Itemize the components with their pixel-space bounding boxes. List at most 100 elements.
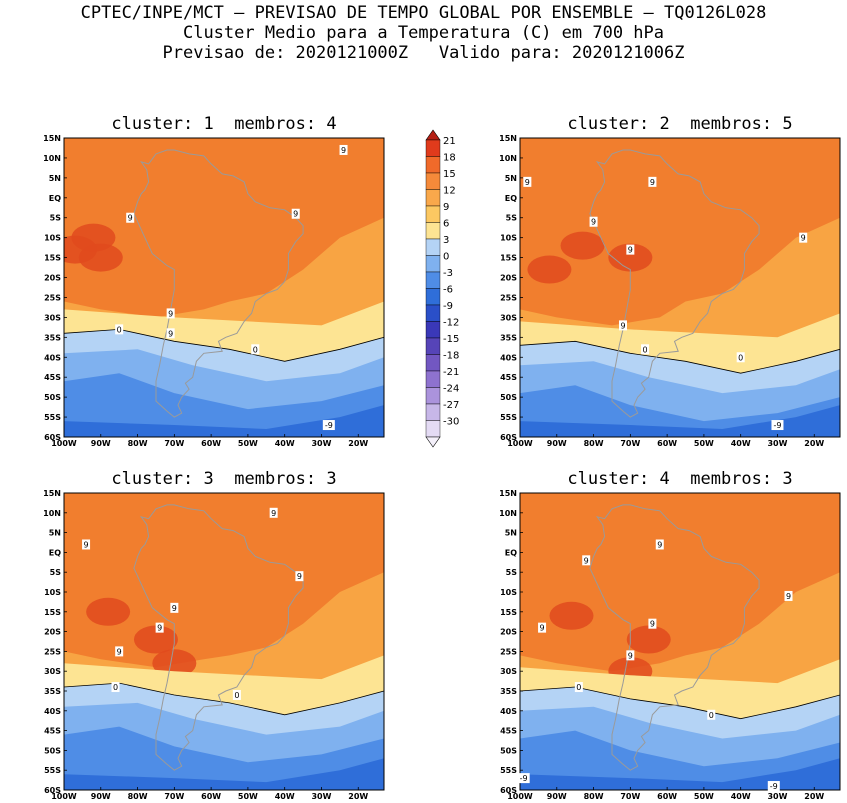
colorbar-segment bbox=[425, 403, 441, 421]
contour-label: 0 bbox=[253, 345, 258, 354]
field-hot-patch bbox=[86, 597, 131, 626]
contour-label-bg bbox=[589, 216, 598, 227]
contour-label: 9 bbox=[157, 624, 162, 633]
lat-label: 40S bbox=[44, 707, 61, 716]
lat-label: 15S bbox=[44, 608, 61, 617]
lat-label: 20S bbox=[44, 628, 61, 637]
colorbar-label: -15 bbox=[443, 334, 459, 345]
colorbar-bottom-arrow bbox=[425, 436, 441, 448]
contour-label-bg bbox=[655, 539, 664, 550]
lon-label: 30W bbox=[311, 439, 331, 448]
contour-label: 0 bbox=[117, 325, 122, 334]
lon-label: 80W bbox=[584, 439, 604, 448]
contour-label: 9 bbox=[628, 246, 633, 255]
contour-label-bg bbox=[767, 781, 780, 792]
lat-label: 45S bbox=[44, 727, 61, 736]
lat-label: 35S bbox=[500, 687, 517, 696]
lon-label: 50W bbox=[238, 792, 258, 801]
lat-label: 30S bbox=[44, 313, 61, 322]
contour-label: 9 bbox=[525, 178, 530, 187]
lon-label: 80W bbox=[128, 792, 148, 801]
lat-label: 10S bbox=[44, 234, 61, 243]
colorbar-segment bbox=[425, 255, 441, 273]
map-frame bbox=[63, 492, 385, 791]
colorbar-segment bbox=[425, 321, 441, 339]
field-hot-patch bbox=[560, 231, 605, 260]
contour-label-bg bbox=[626, 244, 635, 255]
lon-label: 90W bbox=[547, 439, 567, 448]
lat-label: 10N bbox=[499, 154, 517, 163]
contour-label-bg bbox=[291, 208, 300, 219]
lon-label: 60W bbox=[201, 792, 221, 801]
field-warm bbox=[64, 138, 384, 318]
lat-label: 15S bbox=[500, 254, 517, 263]
lon-label: 40W bbox=[275, 439, 295, 448]
lon-label: 40W bbox=[275, 792, 295, 801]
contour-label: 9 bbox=[620, 321, 625, 330]
contour-label-bg bbox=[111, 682, 120, 693]
contour-label: 9 bbox=[801, 234, 806, 243]
contour-label: 9 bbox=[84, 540, 89, 549]
contour-label: 9 bbox=[168, 309, 173, 318]
colorbar-label: -24 bbox=[443, 384, 459, 395]
colorbar-segment bbox=[425, 172, 441, 190]
lat-label: 10N bbox=[43, 509, 61, 518]
lat-label: 5S bbox=[50, 568, 62, 577]
colorbar-label: 6 bbox=[443, 219, 449, 230]
colorbar-segment bbox=[425, 205, 441, 223]
contour-label: 9 bbox=[650, 620, 655, 629]
lat-label: 55S bbox=[500, 413, 517, 422]
field-hot-patch bbox=[152, 649, 197, 678]
lat-label: 55S bbox=[44, 766, 61, 775]
colorbar-segment bbox=[425, 420, 441, 438]
contour-label: -9 bbox=[770, 782, 778, 791]
contour-label: 9 bbox=[341, 146, 346, 155]
contour-label-bg bbox=[166, 308, 175, 319]
lat-label: 15N bbox=[43, 489, 61, 498]
contour-label: -9 bbox=[520, 774, 528, 783]
lon-label: 20W bbox=[804, 792, 824, 801]
lat-label: 20S bbox=[500, 628, 517, 637]
lon-label: 90W bbox=[91, 792, 111, 801]
field-cold-3 bbox=[64, 373, 384, 437]
contour-label-bg bbox=[707, 709, 716, 720]
contour-label-bg bbox=[648, 176, 657, 187]
map-frame bbox=[63, 137, 385, 438]
contour-label-bg bbox=[736, 352, 745, 363]
lon-label: 40W bbox=[731, 439, 751, 448]
contour-label-bg bbox=[523, 176, 532, 187]
lon-label: 20W bbox=[348, 439, 368, 448]
contour-label: 0 bbox=[643, 345, 648, 354]
lon-label: 20W bbox=[348, 792, 368, 801]
map-frame bbox=[519, 137, 841, 438]
field-cold-4 bbox=[520, 405, 840, 437]
contour-label-bg bbox=[574, 682, 583, 693]
header-line1: CPTEC/INPE/MCT – PREVISAO DE TEMPO GLOBA… bbox=[80, 3, 767, 23]
lat-label: 40S bbox=[500, 707, 517, 716]
field-cold-4 bbox=[64, 758, 384, 790]
contour-label-bg bbox=[618, 320, 627, 331]
header-line3: Previsao de: 2020121000Z Valido para: 20… bbox=[162, 43, 685, 63]
contour-label-bg bbox=[339, 144, 348, 155]
panel-1-title: cluster: 1 membros: 4 bbox=[111, 114, 337, 134]
lat-label: 5N bbox=[49, 529, 61, 538]
lon-label: 100W bbox=[507, 792, 533, 801]
lat-label: 25S bbox=[500, 647, 517, 656]
lon-label: 30W bbox=[767, 792, 787, 801]
lon-label: 100W bbox=[507, 439, 533, 448]
lat-label: 35S bbox=[44, 687, 61, 696]
lat-label: EQ bbox=[49, 194, 61, 203]
lat-label: 5N bbox=[505, 174, 517, 183]
colorbar-label: 15 bbox=[443, 169, 456, 180]
contour-label: 9 bbox=[128, 214, 133, 223]
contour-label: 9 bbox=[172, 604, 177, 613]
contour-label: 0 bbox=[738, 353, 743, 362]
contour-label: 9 bbox=[657, 540, 662, 549]
colorbar: 21 18 15 12 9 6 3 0 -3 -6 -9 -12 -15 -18 -21 -24 -27 -30 bbox=[425, 129, 459, 448]
lat-label: 40S bbox=[44, 353, 61, 362]
lat-label: 50S bbox=[44, 746, 61, 755]
lon-label: 20W bbox=[804, 439, 824, 448]
lat-label: 5S bbox=[50, 214, 62, 223]
